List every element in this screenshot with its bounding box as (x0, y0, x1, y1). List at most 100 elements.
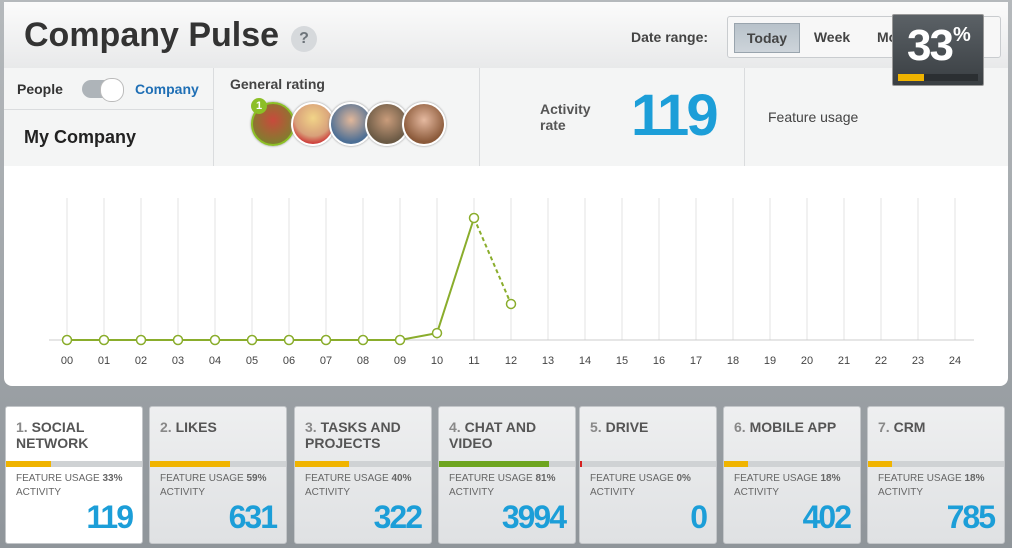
usage-value: 33% (102, 473, 123, 484)
usage-value: 18% (820, 473, 841, 484)
x-tick-label: 11 (468, 355, 479, 367)
range-button[interactable]: Week (813, 29, 851, 45)
point[interactable] (320, 334, 332, 346)
activity-label: Activity rate (540, 101, 591, 133)
usage-caption: FEATURE USAGE (449, 473, 533, 484)
rank-badge: 1 (251, 98, 267, 114)
point[interactable] (135, 334, 147, 346)
tab[interactable]: 7. CRM FEATURE USAGE 18% ACTIVITY 785 (867, 406, 1005, 544)
rating-label: General rating (230, 76, 325, 92)
separator (744, 68, 745, 166)
tab-title: 6. MOBILE APP (734, 419, 854, 435)
tab-name: TASKS AND PROJECTS (305, 419, 401, 451)
point[interactable] (357, 334, 369, 346)
x-tick-label: 04 (209, 355, 221, 367)
tab[interactable]: 5. DRIVE FEATURE USAGE 0% ACTIVITY 0 (579, 406, 717, 544)
activity-value: 785 (946, 499, 996, 535)
usage-bar (868, 461, 893, 467)
x-tick-label: 17 (690, 355, 702, 367)
x-tick-label: 16 (653, 355, 665, 367)
people-option[interactable]: People (17, 81, 63, 97)
tab[interactable]: 1. SOCIAL NETWORK FEATURE USAGE 33% ACTIVI… (5, 406, 143, 544)
usage-track (6, 461, 142, 467)
point[interactable] (431, 327, 443, 339)
activity-caption: ACTIVITY (305, 487, 351, 498)
help-button[interactable]: ? (291, 26, 317, 52)
company-name: My Company (24, 127, 137, 147)
usage-caption: FEATURE USAGE (878, 473, 962, 484)
usage-caption: FEATURE USAGE (734, 473, 818, 484)
tab-title: 2. LIKES (160, 419, 280, 435)
tab-number: 1. (16, 419, 28, 435)
usage-caption: FEATURE USAGE (590, 473, 674, 484)
tab-name: CRM (893, 419, 926, 435)
usage-value: 0% (676, 473, 691, 484)
title: Company Pulse (24, 16, 280, 54)
tab-title: 5. DRIVE (590, 419, 710, 435)
x-tick-label: 21 (838, 355, 850, 367)
usage-track (868, 461, 1004, 467)
point[interactable] (172, 334, 184, 346)
company-option[interactable]: Company (135, 81, 199, 97)
usage-text: FEATURE USAGE 33% (16, 473, 123, 484)
usage-caption: FEATURE USAGE (160, 473, 244, 484)
activity-caption: ACTIVITY (878, 487, 924, 498)
feature-value: 33 (907, 21, 954, 70)
activity-caption: ACTIVITY (734, 487, 780, 498)
point[interactable] (468, 212, 480, 224)
info-row: People Company My Company General rating… (4, 68, 1008, 167)
x-tick-label: 12 (505, 355, 517, 367)
x-tick-label: 24 (949, 355, 961, 367)
activity-caption: ACTIVITY (160, 487, 206, 498)
tab[interactable]: 2. LIKES FEATURE USAGE 59% ACTIVITY 631 (149, 406, 287, 544)
usage-bar (724, 461, 749, 467)
usage-text: FEATURE USAGE 18% (734, 473, 841, 484)
feature-bar (898, 74, 925, 81)
usage-text: FEATURE USAGE 18% (878, 473, 985, 484)
usage-text: FEATURE USAGE 40% (305, 473, 412, 484)
tab[interactable]: 4. CHAT AND VIDEO FEATURE USAGE 81% ACTIVI… (438, 406, 576, 544)
x-tick-label: 23 (912, 355, 924, 367)
usage-track (580, 461, 716, 467)
separator (4, 109, 213, 110)
activity-value: 3994 (501, 499, 567, 535)
x-tick-label: 13 (542, 355, 554, 367)
point[interactable] (246, 334, 258, 346)
tab[interactable]: 3. TASKS AND PROJECTS FEATURE USAGE 40% AC… (294, 406, 432, 544)
activity-value: 631 (228, 499, 278, 535)
range-button[interactable]: Today (734, 23, 800, 53)
tab-title: 7. CRM (878, 419, 998, 435)
avatar[interactable] (402, 102, 446, 146)
tabs: 1. SOCIAL NETWORK FEATURE USAGE 33% ACTIVI… (0, 404, 1012, 548)
usage-track (724, 461, 860, 467)
usage-bar (580, 461, 582, 467)
x-tick-label: 06 (283, 355, 295, 367)
x-tick-label: 22 (875, 355, 887, 367)
usage-value: 40% (391, 473, 412, 484)
tab-number: 2. (160, 419, 172, 435)
point[interactable] (394, 334, 406, 346)
point[interactable] (505, 298, 517, 310)
x-tick-label: 00 (61, 355, 73, 367)
chart-panel: 00 01 02 03 04 05 06 07 08 09 10 11 12 13 14 15 16 17 18 19… (4, 166, 1008, 386)
x-tick-label: 15 (616, 355, 628, 367)
tab-title: 3. TASKS AND PROJECTS (305, 419, 425, 451)
point[interactable] (98, 334, 110, 346)
tab-number: 6. (734, 419, 746, 435)
tab-number: 4. (449, 419, 461, 435)
tab-title: 1. SOCIAL NETWORK (16, 419, 136, 451)
x-tick-label: 07 (320, 355, 332, 367)
point[interactable] (209, 334, 221, 346)
x-tick-label: 09 (394, 355, 406, 367)
activity-value: 0 (690, 499, 708, 535)
usage-track (295, 461, 431, 467)
tab-name: CHAT AND VIDEO (449, 419, 537, 451)
usage-bar (439, 461, 550, 467)
date-range-label: Date range: (631, 29, 709, 45)
point[interactable] (61, 334, 73, 346)
tab[interactable]: 6. MOBILE APP FEATURE USAGE 18% ACTIVITY 40… (723, 406, 861, 544)
point[interactable] (283, 334, 295, 346)
tab-name: SOCIAL NETWORK (16, 419, 89, 451)
x-tick-label: 02 (135, 355, 147, 367)
activity-value: 322 (373, 499, 423, 535)
